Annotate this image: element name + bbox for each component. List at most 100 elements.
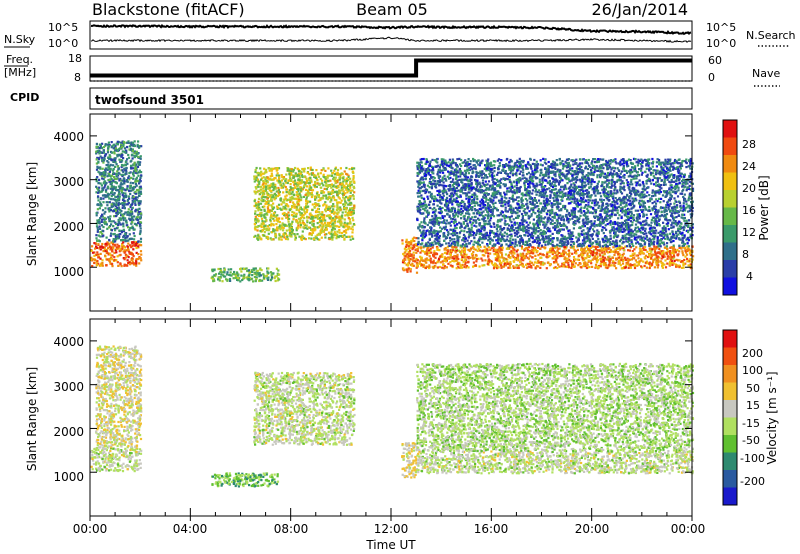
data-cell	[130, 160, 132, 162]
data-cell	[135, 261, 137, 263]
data-cell	[97, 162, 99, 164]
data-cell	[100, 198, 102, 200]
data-cell	[110, 235, 112, 237]
data-cell	[124, 233, 126, 235]
data-cell	[110, 248, 112, 250]
data-cell	[134, 210, 136, 212]
data-cell	[304, 212, 306, 214]
data-cell	[96, 214, 98, 216]
data-cell	[135, 265, 137, 267]
data-cell	[279, 184, 281, 186]
data-cell	[109, 154, 111, 156]
data-cell	[353, 198, 355, 200]
data-cell	[112, 164, 114, 166]
data-cell	[112, 243, 114, 245]
data-cell	[139, 231, 141, 233]
data-cell	[114, 233, 116, 235]
data-cell	[118, 221, 120, 223]
data-cell	[241, 279, 243, 281]
data-cell	[114, 166, 116, 168]
data-cell	[126, 142, 128, 144]
data-cell	[117, 168, 119, 170]
data-cell	[136, 219, 138, 221]
data-cell	[118, 208, 120, 210]
data-cell	[135, 183, 137, 185]
data-cell	[120, 219, 122, 221]
cpid-label: CPID	[10, 91, 39, 104]
data-cell	[117, 224, 119, 226]
data-cell	[139, 216, 141, 218]
data-cell	[124, 151, 126, 153]
data-cell	[95, 245, 97, 247]
data-cell	[235, 277, 237, 279]
data-cell	[113, 187, 115, 189]
data-cell	[137, 216, 139, 218]
data-cell	[272, 272, 274, 274]
data-cell	[140, 200, 142, 202]
noise-ytick-top: 10^5	[48, 21, 78, 34]
data-cell	[127, 259, 129, 261]
data-cell	[128, 172, 130, 174]
data-cell	[97, 243, 99, 245]
data-cell	[240, 275, 242, 277]
data-cell	[277, 269, 279, 271]
data-cell	[116, 246, 118, 248]
data-cell	[101, 221, 103, 223]
data-cell	[268, 167, 270, 169]
data-cell	[136, 177, 138, 179]
data-cell	[324, 188, 326, 190]
data-cell	[127, 226, 129, 228]
data-cell	[311, 230, 313, 232]
data-cell	[111, 263, 113, 265]
data-cell	[123, 213, 125, 215]
data-cell	[314, 181, 316, 183]
data-cell	[96, 176, 98, 178]
data-cell	[126, 224, 128, 226]
data-cell	[110, 198, 112, 200]
data-cell	[109, 168, 111, 170]
data-cell	[131, 144, 133, 146]
data-cell	[130, 165, 132, 167]
data-cell	[137, 253, 139, 255]
data-cell	[108, 243, 110, 245]
data-cell	[121, 146, 123, 148]
data-cell	[123, 182, 125, 184]
data-cell	[212, 276, 214, 278]
data-cell	[132, 157, 134, 159]
data-cell	[122, 241, 124, 243]
data-cell	[264, 275, 266, 277]
date-title: 26/Jan/2014	[591, 0, 688, 19]
data-cell	[112, 170, 114, 172]
data-cell	[130, 246, 132, 248]
data-cell	[135, 166, 137, 168]
data-cell	[100, 231, 102, 233]
data-cell	[108, 142, 110, 144]
data-cell	[133, 215, 135, 217]
data-cell	[276, 190, 278, 192]
data-cell	[138, 145, 140, 147]
data-cell	[115, 215, 117, 217]
data-cell	[134, 162, 136, 164]
data-cell	[100, 182, 102, 184]
data-cell	[130, 206, 132, 208]
freq-ytick-top: 18	[68, 52, 82, 65]
data-cell	[132, 178, 134, 180]
data-cell	[137, 189, 139, 191]
data-cell	[112, 225, 114, 227]
data-cell	[120, 263, 122, 265]
data-cell	[124, 207, 126, 209]
data-cell	[226, 273, 228, 275]
data-cell	[100, 264, 102, 266]
data-cell	[267, 267, 269, 269]
data-cell	[108, 226, 110, 228]
data-cell	[97, 240, 99, 242]
data-cell	[130, 182, 132, 184]
data-cell	[107, 216, 109, 218]
data-cell	[107, 144, 109, 146]
data-cell	[113, 203, 115, 205]
data-cell	[272, 208, 274, 210]
data-cell	[126, 163, 128, 165]
data-cell	[93, 262, 95, 264]
data-cell	[131, 259, 133, 261]
data-cell	[346, 191, 348, 193]
